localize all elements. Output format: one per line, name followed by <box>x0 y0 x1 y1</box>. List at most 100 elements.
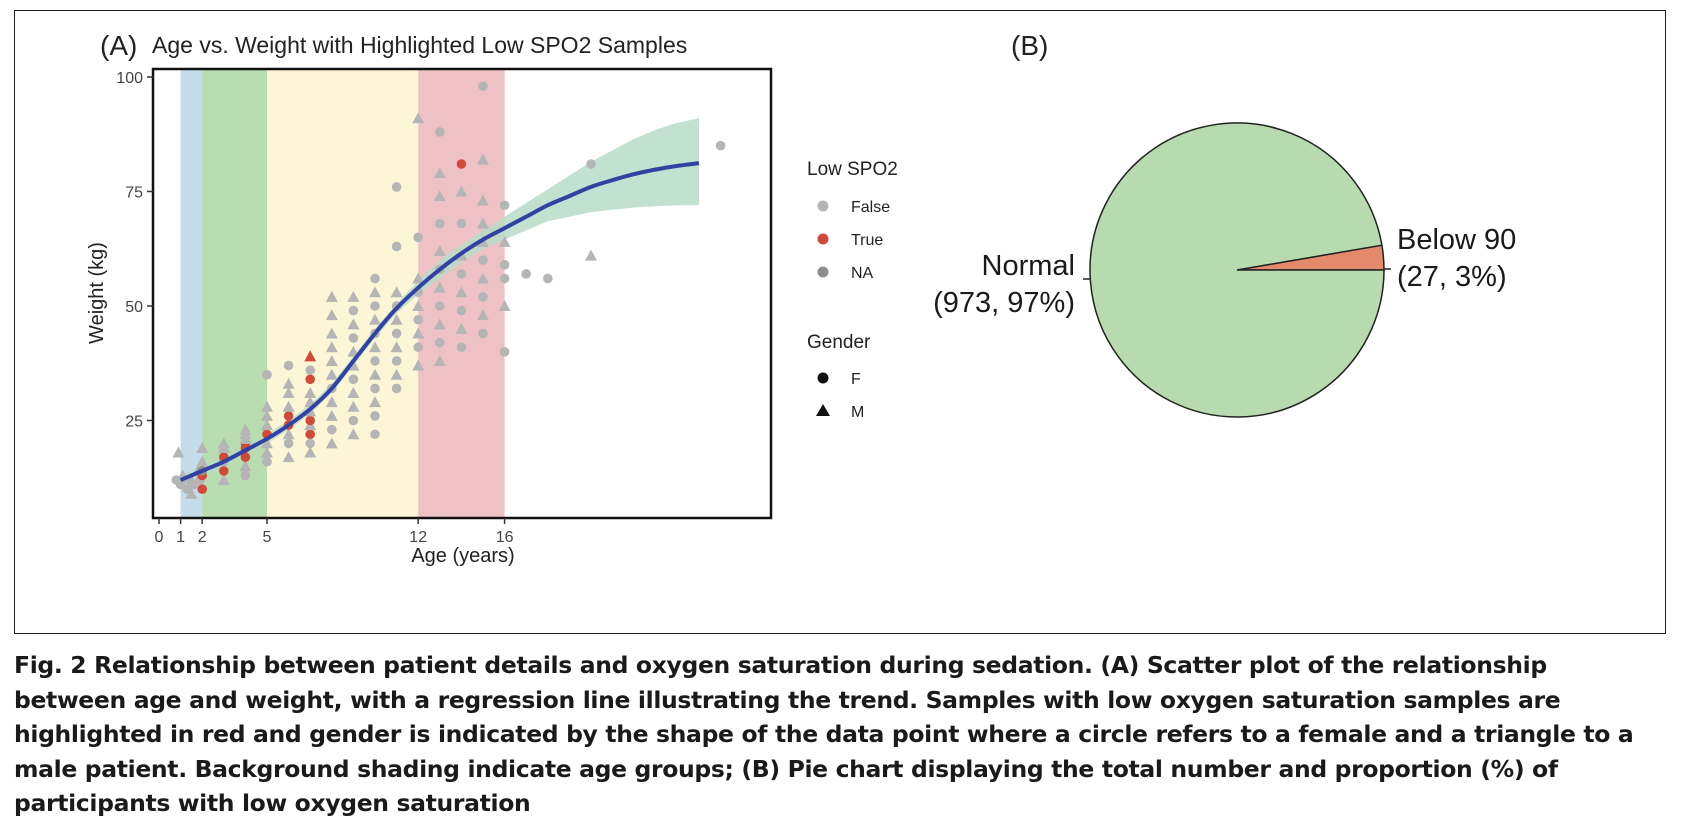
data-point-normal-female <box>478 255 488 265</box>
data-point-normal-female <box>715 140 726 151</box>
x-axis-ticks: 0 1 2 5 12 16 <box>155 518 514 546</box>
data-point-normal-male <box>412 359 425 371</box>
x-tick-label: 1 <box>176 529 185 546</box>
figure-frame: (A) Age vs. Weight with Highlighted Low … <box>14 10 1666 634</box>
y-tick-label: 50 <box>125 299 143 316</box>
y-tick-label: 25 <box>125 414 143 431</box>
data-point-normal-male <box>369 313 381 325</box>
data-point-normal-male <box>325 327 338 339</box>
age-bands <box>180 69 505 518</box>
data-point-normal-male <box>412 327 425 339</box>
panel-a-label: (A) <box>100 30 137 61</box>
data-point-normal-female <box>348 374 359 385</box>
data-point-normal-male <box>477 217 489 229</box>
scatter-points <box>171 81 726 499</box>
legend-male-marker <box>816 404 830 416</box>
data-point-normal-female <box>499 273 510 284</box>
caption-body: (A) Scatter plot of the relationship bet… <box>14 651 1634 817</box>
data-point-normal-male <box>390 286 403 298</box>
data-point-normal-male <box>239 460 252 472</box>
scatter-title: Age vs. Weight with Highlighted Low SPO2… <box>152 32 687 58</box>
data-point-normal-female <box>521 269 531 279</box>
data-point-normal-male <box>304 446 317 458</box>
data-point-low-spo2-female <box>456 159 467 169</box>
data-point-normal-male <box>239 423 252 435</box>
data-point-normal-male <box>261 400 273 412</box>
data-point-normal-male <box>498 300 511 311</box>
x-tick-label: 16 <box>496 529 514 546</box>
data-point-normal-female <box>391 328 402 339</box>
panel-a: (A) Age vs. Weight with Highlighted Low … <box>86 30 773 567</box>
figure-canvas: (A) Age vs. Weight with Highlighted Low … <box>86 30 1516 567</box>
data-point-normal-female <box>499 347 510 357</box>
data-point-normal-male <box>347 318 360 330</box>
pie-below-value: (27, 3%) <box>1397 261 1507 293</box>
data-point-normal-female <box>391 241 402 252</box>
data-point-normal-male <box>325 290 338 302</box>
data-point-normal-male <box>217 474 230 486</box>
data-point-normal-male <box>477 194 489 206</box>
legend-gender-title: Gender <box>807 332 871 353</box>
data-point-normal-female <box>478 292 488 302</box>
data-point-normal-male <box>261 446 273 458</box>
data-point-normal-female <box>262 369 272 380</box>
data-point-normal-female <box>586 159 596 169</box>
data-point-normal-male <box>325 341 338 353</box>
data-point-normal-male <box>347 428 360 440</box>
data-point-normal-female <box>435 337 445 348</box>
data-point-low-spo2-female <box>305 415 316 426</box>
data-point-normal-male <box>261 409 273 421</box>
y-tick-label: 100 <box>116 70 143 87</box>
legend-true-label: True <box>851 232 883 249</box>
x-tick-label: 5 <box>263 529 272 546</box>
data-point-normal-female <box>543 273 553 284</box>
pie-slice-normal <box>1089 122 1385 418</box>
data-point-normal-female <box>305 365 316 375</box>
data-point-normal-male <box>585 249 597 261</box>
data-point-normal-male <box>412 300 425 311</box>
pie-normal-label: Normal <box>982 250 1075 282</box>
age-band-1-2 <box>180 69 203 518</box>
data-point-low-spo2-female <box>305 429 316 440</box>
data-point-low-spo2-female <box>283 411 294 421</box>
data-point-normal-male <box>369 396 381 408</box>
data-point-normal-male <box>433 318 446 330</box>
data-point-normal-female <box>456 342 467 353</box>
data-point-normal-male <box>477 309 489 321</box>
data-point-normal-female <box>283 360 294 371</box>
data-point-normal-male <box>455 185 468 197</box>
panel-b-label: (B) <box>1011 30 1048 61</box>
data-point-normal-male <box>282 377 295 389</box>
data-point-normal-female <box>478 81 488 91</box>
pie-below-label: Below 90 <box>1397 224 1516 256</box>
y-axis-label: Weight (kg) <box>86 242 108 344</box>
data-point-normal-male <box>455 322 468 334</box>
data-point-normal-male <box>325 354 338 366</box>
regression-layer <box>179 161 700 482</box>
data-point-normal-female <box>391 182 402 192</box>
data-point-normal-male <box>390 368 403 380</box>
data-point-normal-male <box>433 190 446 202</box>
data-point-normal-female <box>240 470 251 481</box>
data-point-normal-male <box>390 313 403 325</box>
plot-border <box>151 67 773 520</box>
data-point-normal-female <box>499 200 510 211</box>
data-point-normal-female <box>391 383 402 394</box>
data-point-normal-male <box>347 400 360 412</box>
data-point-normal-male <box>498 235 511 247</box>
data-point-normal-male <box>412 272 425 284</box>
caption-lead: Fig. 2 Relationship between patient deta… <box>14 651 1093 679</box>
data-point-normal-male <box>196 455 209 467</box>
data-point-normal-male <box>433 354 446 366</box>
data-point-normal-male <box>325 368 338 380</box>
data-point-normal-female <box>413 232 424 243</box>
data-point-low-spo2-female <box>219 466 229 476</box>
data-point-normal-female <box>262 456 272 467</box>
data-point-normal-female <box>283 438 294 449</box>
data-point-normal-male <box>369 368 381 380</box>
data-point-normal-male <box>369 341 381 353</box>
data-point-normal-male <box>477 272 489 284</box>
data-point-normal-female <box>370 273 380 284</box>
data-point-normal-male <box>196 441 209 453</box>
data-point-low-spo2-male <box>304 350 317 362</box>
